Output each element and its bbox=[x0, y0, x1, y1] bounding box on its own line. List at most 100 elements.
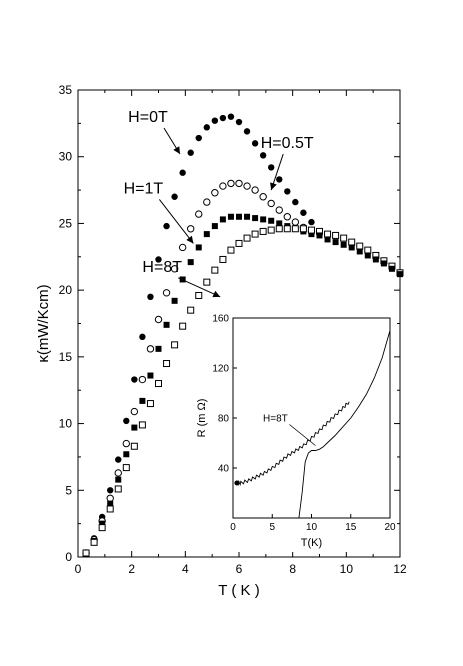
data-point-open-circle bbox=[259, 193, 267, 201]
data-point-open-square bbox=[235, 239, 243, 247]
data-point-filled-square bbox=[364, 252, 371, 259]
x-tick-label: 10 bbox=[340, 562, 354, 576]
data-point-filled-square bbox=[123, 451, 130, 458]
data-point-open-circle bbox=[178, 243, 187, 252]
data-point-open-square bbox=[187, 306, 195, 314]
inset-annotation-label: H=8T bbox=[263, 414, 288, 425]
data-point-filled-circle bbox=[243, 128, 251, 135]
data-point-filled-square bbox=[348, 244, 355, 251]
data-point-filled-square bbox=[227, 213, 234, 220]
data-point-open-square bbox=[291, 225, 299, 233]
series-extra bbox=[316, 232, 403, 278]
data-point-open-circle bbox=[122, 439, 131, 448]
data-point-filled-circle bbox=[115, 456, 122, 463]
data-point-open-square bbox=[106, 505, 114, 513]
data-point-open-circle bbox=[211, 189, 219, 197]
data-point-filled-circle bbox=[251, 140, 259, 147]
data-point-open-circle bbox=[227, 179, 235, 188]
data-point-filled-circle bbox=[259, 152, 267, 159]
data-point-open-square bbox=[348, 238, 356, 246]
data-point-open-square bbox=[211, 266, 219, 274]
data-point-filled-circle bbox=[187, 149, 194, 156]
data-point-open-square bbox=[203, 278, 211, 286]
data-point-open-square bbox=[146, 400, 154, 408]
data-point-filled-square bbox=[147, 372, 154, 379]
data-point-filled-square bbox=[163, 321, 170, 328]
data-point-filled-circle bbox=[131, 376, 138, 383]
y-tick-label: 20 bbox=[59, 283, 73, 297]
data-point-filled-square bbox=[244, 213, 251, 220]
data-point-filled-square bbox=[252, 215, 259, 222]
data-point-filled-square bbox=[139, 397, 146, 404]
data-point-filled-square bbox=[380, 260, 387, 267]
data-point-filled-square bbox=[211, 223, 218, 230]
data-point-filled-circle bbox=[292, 198, 299, 206]
data-point-open-circle bbox=[195, 210, 203, 218]
x-axis-title: T ( K ) bbox=[218, 582, 259, 599]
data-point-open-square bbox=[138, 421, 146, 429]
data-point-open-circle bbox=[106, 494, 114, 502]
y-tick-label: 10 bbox=[59, 417, 73, 431]
data-point-open-square bbox=[130, 442, 138, 450]
data-point-filled-square bbox=[131, 424, 138, 431]
data-point-filled-circle bbox=[163, 222, 170, 230]
data-point-filled-circle bbox=[276, 176, 283, 183]
inset-annotations: H=8T bbox=[263, 414, 316, 446]
data-point-open-square bbox=[114, 485, 122, 493]
inset-y-axis-title: R (m Ω) bbox=[196, 399, 208, 438]
annotation-label: H=1T bbox=[124, 180, 164, 197]
data-point-open-square bbox=[340, 234, 348, 242]
x-tick-label: 6 bbox=[236, 562, 243, 576]
data-point-filled-circle bbox=[211, 117, 219, 124]
data-point-open-circle bbox=[146, 345, 155, 353]
inset-chart: 0 5 10 15 20 40 80 120 160 T(K) R (m Ω) H=8T bbox=[196, 312, 396, 552]
data-point-open-square bbox=[364, 246, 372, 254]
inset-annotation-arrow bbox=[289, 424, 316, 446]
annotation-label: H=0.5T bbox=[261, 135, 314, 152]
data-point-filled-circle bbox=[179, 169, 186, 176]
data-point-open-square bbox=[219, 255, 227, 263]
inset-x-tick-label: 5 bbox=[269, 522, 275, 533]
data-point-filled-square bbox=[268, 217, 275, 224]
data-point-open-circle bbox=[251, 186, 259, 194]
data-point-filled-circle bbox=[139, 333, 146, 341]
data-point-open-circle bbox=[267, 199, 275, 208]
data-point-open-circle bbox=[235, 179, 243, 188]
y-tick-label: 30 bbox=[59, 150, 73, 164]
data-point-filled-circle bbox=[219, 114, 227, 122]
data-point-open-square bbox=[98, 524, 106, 532]
data-point-filled-circle bbox=[203, 124, 210, 131]
data-point-filled-square bbox=[372, 256, 379, 263]
inset-x-tick-label: 15 bbox=[345, 522, 357, 533]
data-point-filled-circle bbox=[123, 417, 130, 425]
inset-x-tick-label: 0 bbox=[230, 522, 236, 533]
data-point-open-square bbox=[251, 230, 259, 238]
data-point-open-circle bbox=[219, 182, 227, 190]
data-point-filled-square bbox=[195, 244, 202, 251]
y-tick-label: 35 bbox=[59, 83, 73, 97]
data-point-open-square bbox=[195, 291, 203, 299]
data-point-open-circle bbox=[130, 407, 139, 416]
data-point-open-square bbox=[243, 234, 251, 242]
data-point-open-circle bbox=[187, 225, 195, 233]
inset-line-h8t bbox=[236, 401, 350, 487]
inset-y-tick-label: 40 bbox=[218, 464, 230, 475]
data-point-filled-square bbox=[332, 239, 339, 246]
data-point-filled-circle bbox=[235, 118, 243, 126]
data-point-filled-circle bbox=[308, 218, 315, 226]
data-point-filled-circle bbox=[268, 164, 275, 171]
data-point-filled-square bbox=[340, 241, 347, 248]
data-point-open-square bbox=[122, 464, 130, 472]
data-point-filled-circle bbox=[171, 193, 178, 200]
data-point-filled-square bbox=[115, 476, 122, 483]
data-point-filled-square bbox=[308, 231, 315, 238]
data-point-filled-square bbox=[107, 500, 114, 507]
data-point-filled-square bbox=[397, 271, 403, 278]
data-point-filled-square bbox=[99, 520, 106, 527]
data-point-filled-circle bbox=[195, 134, 202, 142]
data-point-filled-circle bbox=[227, 113, 235, 120]
data-point-open-square bbox=[179, 322, 187, 330]
data-point-open-square bbox=[259, 227, 267, 235]
